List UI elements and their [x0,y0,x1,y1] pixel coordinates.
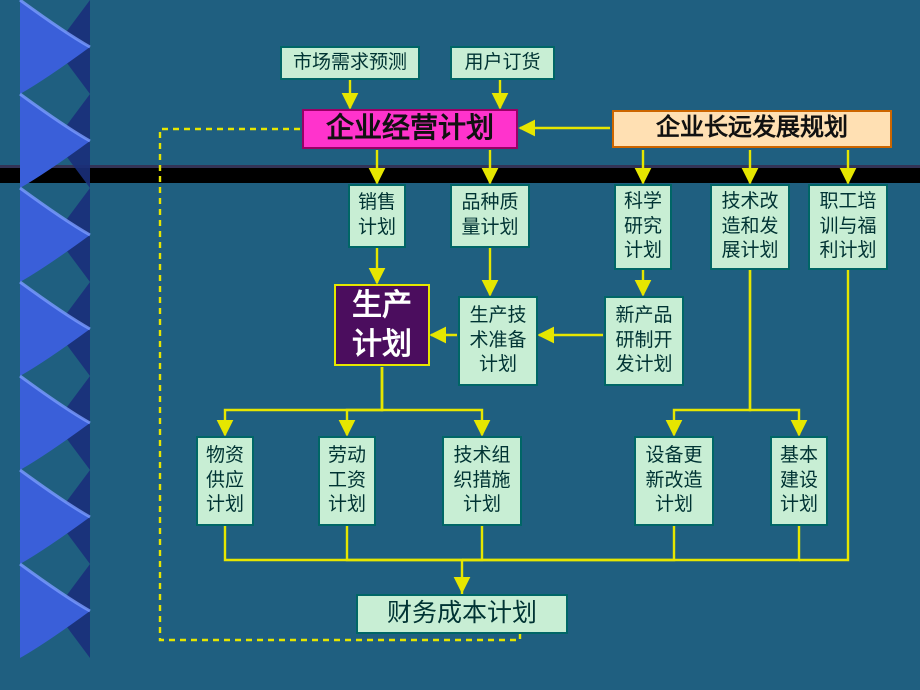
node-newprod: 新产品 研制开 发计划 [604,296,684,386]
edge [225,367,382,435]
node-prod: 生产 计划 [334,284,430,366]
node-opplan: 企业经营计划 [302,109,518,149]
node-qual: 品种质 量计划 [450,184,530,248]
node-techorg: 技术组 织措施 计划 [442,436,522,526]
edge [462,526,482,560]
node-supply: 物资 供应 计划 [196,436,254,526]
node-mkt: 市场需求预测 [280,46,420,80]
node-train: 职工培 训与福 利计划 [808,184,888,270]
node-long: 企业长远发展规划 [612,110,892,148]
node-infra: 基本 建设 计划 [770,436,828,526]
edge [462,526,674,560]
node-sci: 科学 研究 计划 [614,184,672,270]
node-fin: 财务成本计划 [356,594,568,634]
node-techprep: 生产技 术准备 计划 [458,296,538,386]
edge [347,526,462,560]
node-tech: 技术改 造和发 展计划 [710,184,790,270]
node-labor: 劳动 工资 计划 [318,436,376,526]
edge [674,270,750,435]
edge [462,526,799,560]
node-equip: 设备更 新改造 计划 [634,436,714,526]
node-order: 用户订货 [450,46,555,80]
edge [347,367,382,435]
diagram-stage: 市场需求预测用户订货企业经营计划 企业长远发展规划销售 计划品种质 量计划 科学 研… [0,0,920,690]
node-sales: 销售 计划 [348,184,406,248]
edge [750,270,799,435]
